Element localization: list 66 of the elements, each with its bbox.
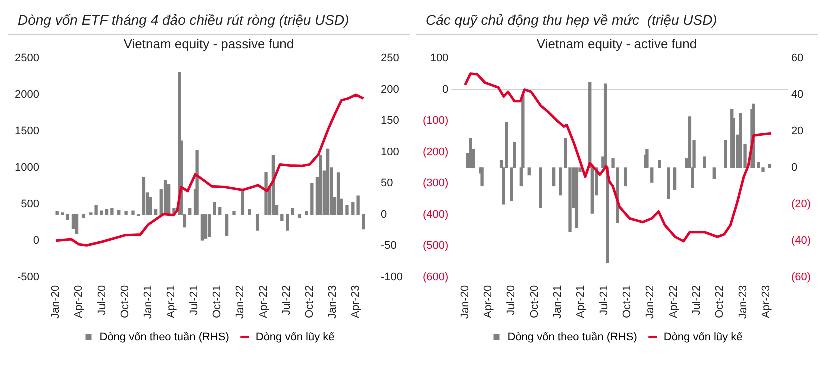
x-tick-label: Jan-23 bbox=[737, 285, 750, 320]
y2-tick-label: (60) bbox=[791, 271, 811, 284]
legend-label: Dòng vốn lũy kế bbox=[256, 332, 335, 344]
y-tick-label: -500 bbox=[17, 271, 40, 284]
x-tick-label: Oct-20 bbox=[119, 285, 132, 318]
y2-tick-label: 100 bbox=[380, 146, 400, 158]
y-tick-label: 500 bbox=[21, 198, 40, 210]
x-tick-label: Jul-20 bbox=[96, 285, 108, 316]
y-tick-label: 2000 bbox=[14, 89, 40, 102]
x-tick-label: Jul-20 bbox=[506, 285, 518, 316]
y2-tick-label: -100 bbox=[380, 271, 404, 284]
y2-tick-label: (40) bbox=[791, 234, 811, 247]
y-tick-label: (100) bbox=[422, 115, 449, 128]
x-tick-label: Jul-22 bbox=[280, 285, 293, 316]
x-tick-label: Apr-20 bbox=[482, 285, 495, 318]
x-tick-label: Jan-20 bbox=[50, 285, 62, 320]
x-tick-label: Jan-20 bbox=[459, 285, 472, 320]
x-tick-label: Apr-22 bbox=[668, 285, 680, 318]
y-tick-label: (600) bbox=[422, 271, 449, 284]
y-tick-label: 100 bbox=[430, 52, 449, 65]
y2-tick-label: (20) bbox=[791, 198, 811, 210]
y-tick-label: 0 bbox=[33, 234, 40, 247]
y2-tick-label: -50 bbox=[380, 240, 397, 252]
x-tick-label: Apr-20 bbox=[73, 285, 86, 318]
x-tick-label: Oct-21 bbox=[621, 285, 634, 318]
legend-label: Dòng vốn lũy kế bbox=[664, 332, 743, 344]
x-tick-label: Oct-20 bbox=[528, 285, 541, 318]
x-tick-label: Jul-21 bbox=[598, 285, 610, 316]
x-tick-label: Jul-22 bbox=[690, 285, 703, 316]
y-tick-label: 1500 bbox=[14, 126, 40, 138]
x-tick-label: Jan-22 bbox=[644, 285, 657, 320]
y2-tick-label: 250 bbox=[380, 52, 400, 65]
chart-subtitle: Vietnam equity - active fund bbox=[536, 36, 698, 52]
x-tick-label: Jan-21 bbox=[142, 285, 154, 320]
y2-tick-label: 150 bbox=[380, 115, 400, 128]
x-tick-label: Jul-21 bbox=[188, 285, 201, 316]
x-tick-label: Oct-22 bbox=[304, 285, 316, 318]
y2-tick-label: 200 bbox=[380, 84, 400, 96]
y-tick-label: (500) bbox=[422, 240, 449, 252]
y2-tick-label: 0 bbox=[791, 162, 798, 174]
legend-label: Dòng vốn theo tuần (RHS) bbox=[100, 332, 230, 344]
x-tick-label: Apr-23 bbox=[350, 285, 362, 318]
y2-tick-label: 20 bbox=[791, 126, 804, 138]
x-tick-label: Apr-22 bbox=[258, 285, 270, 318]
y-tick-label: (300) bbox=[422, 178, 449, 190]
x-tick-label: Jan-21 bbox=[552, 285, 564, 320]
y-tick-label: 0 bbox=[442, 84, 449, 96]
y2-tick-label: 0 bbox=[380, 208, 388, 221]
chart-subtitle: Vietnam equity - passive fund bbox=[124, 36, 294, 52]
x-tick-label: Jan-23 bbox=[326, 285, 339, 320]
y2-tick-label: 50 bbox=[380, 178, 394, 190]
x-tick-label: Apr-21 bbox=[575, 285, 588, 318]
x-tick-label: Jan-22 bbox=[234, 285, 247, 320]
chart-title: Các quỹ chủ động thu hẹp về mức (triệu USD) bbox=[416, 8, 818, 35]
legend-label: Dòng vốn theo tuần (RHS) bbox=[508, 332, 638, 344]
y-tick-label: (400) bbox=[422, 208, 449, 221]
x-tick-label: Oct-21 bbox=[212, 285, 224, 318]
y-tick-label: 2500 bbox=[14, 52, 40, 65]
x-tick-label: Apr-21 bbox=[165, 285, 178, 318]
y-tick-label: (200) bbox=[422, 146, 449, 158]
x-tick-label: Oct-22 bbox=[714, 285, 726, 318]
y2-tick-label: 40 bbox=[791, 89, 804, 102]
y-tick-label: 1000 bbox=[14, 162, 40, 174]
chart-title: Dòng vốn ETF tháng 4 đảo chiều rút ròng (triệu USD) bbox=[8, 8, 410, 35]
y2-tick-label: 60 bbox=[791, 52, 804, 65]
x-tick-label: Apr-23 bbox=[760, 285, 772, 318]
